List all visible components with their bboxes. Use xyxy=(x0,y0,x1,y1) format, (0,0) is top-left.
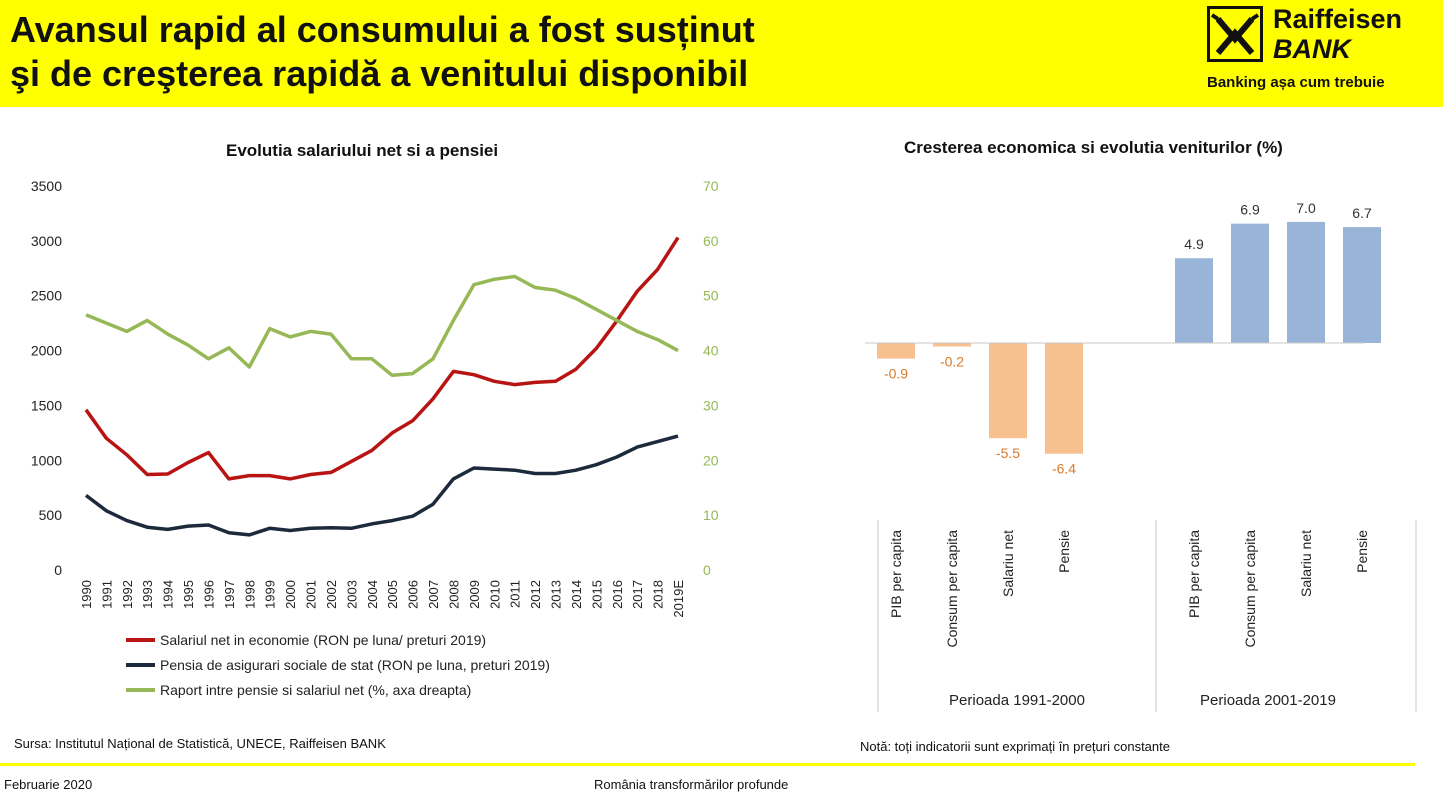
x-axis-tick-label: 2001 xyxy=(304,580,319,609)
x-axis-tick-label: 2007 xyxy=(426,580,441,609)
bar xyxy=(1175,258,1213,343)
footer-divider xyxy=(0,763,1415,766)
footer-date: Februarie 2020 xyxy=(4,777,93,792)
line-chart-title: Evolutia salariului net si a pensiei xyxy=(226,141,499,160)
logo-name: Raiffeisen xyxy=(1273,4,1403,34)
series-line-0 xyxy=(84,236,680,481)
x-axis-tick-label: 2017 xyxy=(630,580,645,609)
bar-category-label: PIB per capita xyxy=(1186,530,1202,618)
bar-value-label: 4.9 xyxy=(1184,236,1204,252)
x-axis-tick-label: 1995 xyxy=(181,580,196,609)
x-axis-tick-label: 2000 xyxy=(283,580,298,609)
bar-chart-title: Cresterea economica si evolutia venituri… xyxy=(904,138,1283,157)
footer-center-text: România transformărilor profunde xyxy=(594,777,789,792)
x-axis-tick-label: 2006 xyxy=(406,580,421,609)
bar-value-label: 6.9 xyxy=(1240,202,1260,218)
left-axis-tick-label: 2000 xyxy=(31,343,62,359)
x-axis-tick-label: 2019E xyxy=(671,580,686,618)
bar-category-label: PIB per capita xyxy=(888,530,904,618)
x-axis-tick-label: 1994 xyxy=(161,580,176,609)
right-axis-tick-label: 40 xyxy=(703,343,719,359)
x-axis-tick-label: 2010 xyxy=(487,580,502,609)
x-axis-tick-label: 2002 xyxy=(324,580,339,609)
x-axis-tick-label: 2004 xyxy=(365,580,380,609)
bar-value-label: 6.7 xyxy=(1352,205,1372,221)
x-axis-tick-label: 2016 xyxy=(610,580,625,609)
logo-tagline: Banking așa cum trebuie xyxy=(1207,74,1385,91)
x-axis-tick-label: 1998 xyxy=(242,580,257,609)
legend-label: Raport intre pensie si salariul net (%, … xyxy=(160,682,471,698)
x-axis-tick-label: 2008 xyxy=(446,580,461,609)
x-axis-tick-label: 1996 xyxy=(201,580,216,609)
bar xyxy=(933,343,971,347)
x-axis-tick-label: 2014 xyxy=(569,580,584,609)
left-axis-tick-label: 0 xyxy=(54,562,62,578)
right-axis-tick-label: 10 xyxy=(703,507,719,523)
bar-value-label: -5.5 xyxy=(996,445,1020,461)
logo-bank: BANK xyxy=(1273,34,1351,64)
page-title-line2: şi de creşterea rapidă a venitului dispo… xyxy=(10,53,749,94)
bar xyxy=(877,343,915,359)
raiffeisen-logo: Raiffeisen BANK Banking așa cum trebuie xyxy=(1207,4,1437,101)
series-line-1 xyxy=(84,434,679,537)
bar xyxy=(1045,343,1083,454)
x-axis-tick-label: 2005 xyxy=(385,580,400,609)
x-axis-tick-label: 2003 xyxy=(344,580,359,609)
bar-category-label: Consum per capita xyxy=(1242,530,1258,648)
right-axis-tick-label: 70 xyxy=(703,178,719,194)
left-axis-tick-label: 500 xyxy=(39,507,63,523)
x-axis-tick-label: 2012 xyxy=(528,580,543,609)
series-line-2 xyxy=(85,274,679,378)
bar-chart: -0.9 PIB per capita -0.2 Consum per capita -… xyxy=(865,200,1417,712)
bar xyxy=(1287,221,1325,343)
x-axis-tick-label: 1993 xyxy=(140,580,155,609)
bar-category-label: Salariu net xyxy=(1298,530,1314,597)
line-chart: 0 500 1000 1500 2000 2500 3000 3500 0 10 20 30 40 50 6… xyxy=(31,178,719,698)
x-axis-tick-label: 2013 xyxy=(549,580,564,609)
right-axis-tick-label: 20 xyxy=(703,452,719,468)
bar-category-label: Consum per capita xyxy=(944,530,960,648)
right-axis-tick-label: 0 xyxy=(703,562,711,578)
x-axis-tick-label: 1999 xyxy=(263,580,278,609)
x-axis-tick-label: 1997 xyxy=(222,580,237,609)
bar xyxy=(1343,227,1381,343)
bar-category-label: Pensie xyxy=(1056,530,1072,573)
bar xyxy=(1231,223,1269,343)
bar-category-label: Salariu net xyxy=(1000,530,1016,597)
x-axis-tick-label: 1991 xyxy=(99,580,114,609)
gable-cross-icon xyxy=(1207,6,1263,62)
constant-prices-note: Notă: toți indicatorii sunt exprimați în… xyxy=(860,739,1170,754)
header-banner: Avansul rapid al consumului a fost susți… xyxy=(0,0,1443,107)
right-axis-tick-label: 30 xyxy=(703,397,719,413)
bar-value-label: -0.9 xyxy=(884,366,908,382)
x-axis-tick-label: 1992 xyxy=(120,580,135,609)
page-title-line1: Avansul rapid al consumului a fost susți… xyxy=(10,9,755,50)
bar-group-label: Perioada 2001-2019 xyxy=(1200,692,1336,709)
legend-label: Salariul net in economie (RON pe luna/ p… xyxy=(160,632,486,648)
left-axis-tick-label: 3000 xyxy=(31,233,62,249)
x-axis-tick-label: 2009 xyxy=(467,580,482,609)
x-axis-tick-label: 1990 xyxy=(79,580,94,609)
right-axis-tick-label: 50 xyxy=(703,288,719,304)
bar-value-label: -6.4 xyxy=(1052,461,1076,477)
bar xyxy=(989,343,1027,439)
bar-group-label: Perioada 1991-2000 xyxy=(949,692,1085,709)
source-note: Sursa: Institutul Național de Statistică… xyxy=(14,736,386,751)
bar-category-label: Pensie xyxy=(1354,530,1370,573)
legend-label: Pensia de asigurari sociale de stat (RON… xyxy=(160,657,550,673)
right-axis-tick-label: 60 xyxy=(703,233,719,249)
bar-value-label: 7.0 xyxy=(1296,200,1316,216)
bar-value-label: -0.2 xyxy=(940,353,964,369)
x-axis-tick-label: 2011 xyxy=(508,580,523,608)
x-axis-tick-label: 2018 xyxy=(651,580,666,609)
left-axis-tick-label: 3500 xyxy=(31,178,62,194)
left-axis-tick-label: 1000 xyxy=(31,452,62,468)
page-title: Avansul rapid al consumului a fost susți… xyxy=(10,8,755,96)
x-axis-tick-label: 2015 xyxy=(589,580,604,609)
left-axis-tick-label: 2500 xyxy=(31,288,62,304)
left-axis-tick-label: 1500 xyxy=(31,397,62,413)
